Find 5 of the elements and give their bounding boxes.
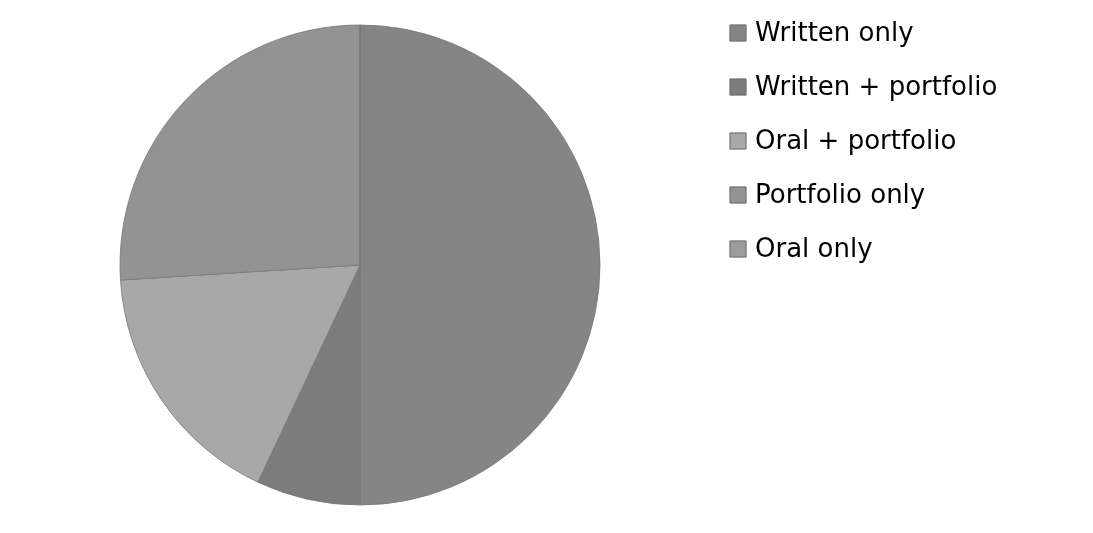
legend-label: Portfolio only xyxy=(755,179,926,209)
legend-label: Written + portfolio xyxy=(755,71,998,101)
legend-label: Oral + portfolio xyxy=(755,125,957,155)
legend-label: Written only xyxy=(755,17,914,47)
legend-label: Oral only xyxy=(755,233,873,263)
